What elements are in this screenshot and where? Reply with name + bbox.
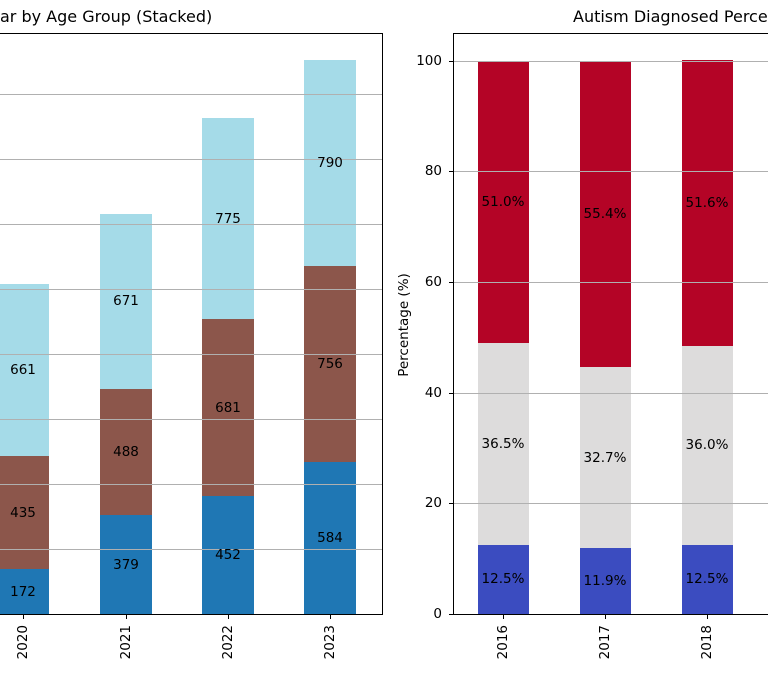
middle-segment-bar [100, 388, 152, 516]
bar-value-label: 36.5% [481, 435, 525, 452]
gridline [0, 419, 382, 420]
y-tick-label: 40 [424, 384, 442, 401]
middle-segment-bar [202, 319, 254, 497]
bar-value-label: 661 [10, 362, 36, 379]
bottom-spine [0, 614, 382, 615]
right-chart-title: Autism Diagnosed Percen [573, 7, 768, 26]
bar-value-label: 12.5% [685, 571, 729, 588]
bar-value-label: 379 [113, 556, 139, 573]
bar-value-label: 51.0% [481, 193, 525, 210]
middle-segment-bar [477, 342, 529, 545]
middle-segment-bar [0, 456, 49, 570]
x-tick-label-text: 2020 [14, 625, 31, 660]
right-chart-y-axis-label: Percentage (%) [396, 273, 500, 377]
y-tick-label: 60 [424, 273, 442, 290]
bar-value-label: 51.6% [685, 194, 729, 211]
top-segment-bar [0, 284, 49, 457]
top-segment-bar [579, 60, 631, 368]
x-tick-mark [126, 615, 127, 619]
x-tick-label: 2016 [495, 622, 529, 659]
x-tick-mark [228, 615, 229, 619]
gridline [0, 289, 382, 290]
x-tick-label-text: 2023 [321, 625, 338, 660]
bottom-segment-bar [202, 496, 254, 614]
bottom-segment-bar [579, 548, 631, 614]
y-tick-label: 0 [433, 606, 442, 622]
top-segment-bar [477, 60, 529, 343]
x-tick-label-text: 2021 [117, 625, 134, 660]
x-tick-label-text: 2016 [494, 625, 511, 660]
bar-value-label: 488 [113, 444, 139, 461]
bar-value-label: 790 [317, 154, 343, 171]
gridline [0, 549, 382, 550]
top-segment-bar [202, 117, 254, 320]
gridline [453, 171, 768, 173]
top-spine [0, 32, 382, 34]
y-tick-mark [449, 60, 453, 62]
bar-value-label: 671 [113, 293, 139, 310]
bar-value-label: 11.9% [583, 573, 627, 590]
middle-segment-bar [304, 265, 356, 463]
bar-value-label: 12.5% [481, 571, 525, 588]
top-segment-bar [681, 59, 733, 346]
y-tick-label: 100 [416, 52, 442, 69]
gridline [453, 503, 768, 505]
bottom-segment-bar [100, 515, 152, 614]
top-segment-bar [100, 214, 152, 389]
gridline [0, 484, 382, 485]
bar-value-label: 32.7% [583, 449, 627, 466]
bottom-segment-bar [477, 544, 529, 614]
y-tick-label: 80 [424, 163, 442, 180]
bar-value-label: 584 [317, 530, 343, 547]
bottom-segment-bar [0, 569, 49, 614]
y-tick-mark [449, 281, 453, 283]
x-tick-label: 2017 [597, 622, 631, 659]
bar-value-label: 681 [215, 399, 241, 416]
gridline [453, 60, 768, 62]
gridline [453, 281, 768, 283]
gridline [0, 159, 382, 160]
bar-value-label: 756 [317, 355, 343, 372]
x-tick-mark [23, 615, 24, 619]
x-tick-label-text: 2017 [596, 625, 613, 660]
y-tick-mark [449, 614, 453, 615]
gridline [0, 94, 382, 95]
x-tick-mark [707, 615, 708, 619]
y-tick-mark [449, 171, 453, 173]
bar-value-label: 775 [215, 210, 241, 227]
y-tick-label: 20 [424, 495, 442, 512]
left-chart-title: ar by Age Group (Stacked) [0, 7, 213, 26]
middle-segment-bar [681, 345, 733, 545]
gridline [453, 392, 768, 394]
x-tick-label: 2018 [699, 622, 733, 659]
x-tick-mark [330, 615, 331, 619]
x-tick-label: 2023 [322, 622, 356, 659]
gridline [0, 354, 382, 355]
y-tick-mark [449, 503, 453, 505]
right-spine [382, 32, 383, 615]
bottom-spine [453, 614, 768, 615]
bar-value-label: 172 [10, 583, 36, 600]
x-tick-label: 2022 [220, 622, 254, 659]
x-tick-mark [605, 615, 606, 619]
top-spine [453, 32, 768, 34]
bar-value-label: 435 [10, 504, 36, 521]
x-tick-label-text: 2018 [698, 625, 715, 660]
bottom-segment-bar [304, 462, 356, 614]
bar-value-label: 55.4% [583, 205, 627, 222]
middle-segment-bar [579, 367, 631, 549]
bottom-segment-bar [681, 544, 733, 614]
bar-value-label: 452 [215, 547, 241, 564]
gridline [0, 224, 382, 225]
x-tick-label-text: 2022 [219, 625, 236, 660]
x-tick-label: 2021 [118, 622, 152, 659]
bar-value-label: 36.0% [685, 437, 729, 454]
x-tick-label: 2020 [15, 622, 49, 659]
left-spine [453, 32, 454, 615]
y-tick-mark [449, 392, 453, 394]
x-tick-mark [503, 615, 504, 619]
